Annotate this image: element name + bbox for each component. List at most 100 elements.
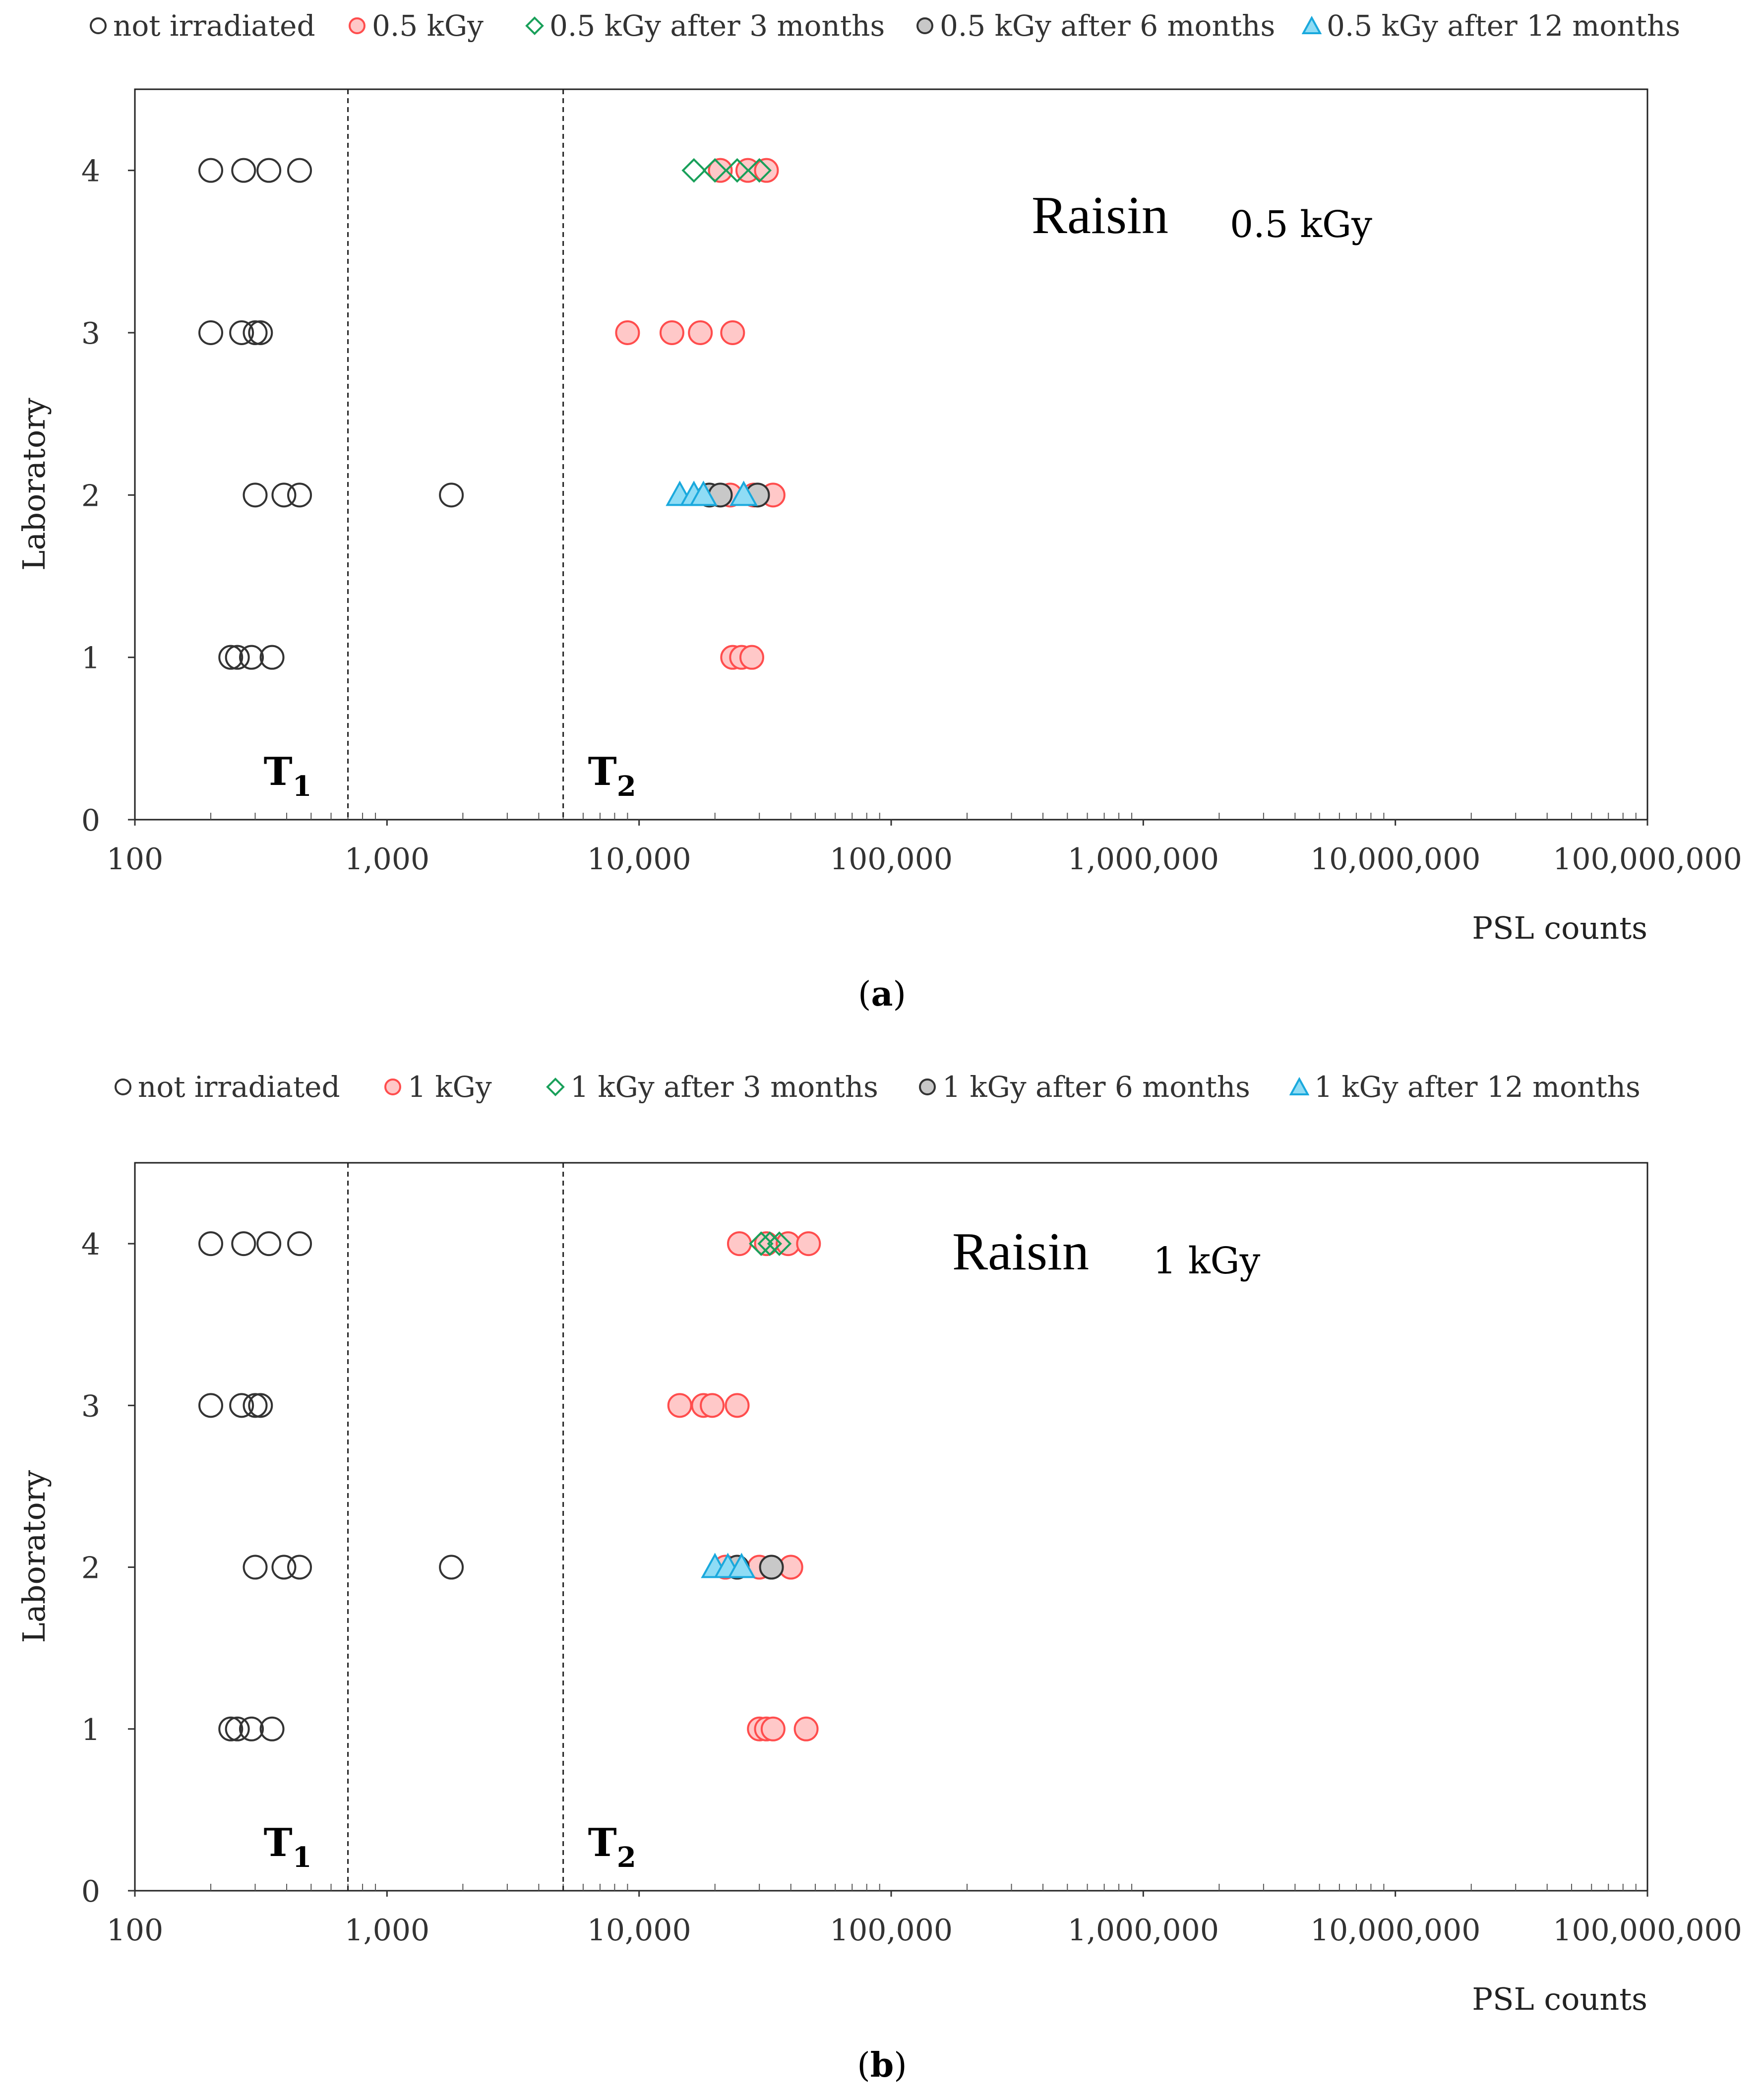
x-tick-label: 1,000,000 (1068, 1913, 1219, 1948)
legend-label: 1 kGy after 3 months (570, 1070, 878, 1104)
data-point (725, 1393, 750, 1418)
data-point (708, 158, 733, 183)
data-point (700, 1393, 725, 1418)
data-point (198, 1393, 224, 1418)
y-tick-label: 4 (81, 154, 100, 189)
x-tick-label: 100,000,000 (1553, 1913, 1742, 1948)
data-point (287, 1231, 312, 1257)
legend-item-6-months: 1 kGy after 6 months (917, 1070, 1250, 1104)
y-tick-label: 0 (81, 1874, 100, 1909)
open-circle-icon (90, 17, 107, 34)
x-tick-label: 1,000,000 (1068, 842, 1219, 877)
data-point (793, 1716, 819, 1741)
x-axis-title: PSL counts (1472, 1981, 1647, 2017)
legend-item-12-months: 1 kGy after 12 months (1289, 1070, 1641, 1104)
x-tick-label: 100,000,000 (1553, 842, 1742, 877)
data-point (759, 1555, 784, 1580)
data-point (248, 320, 273, 345)
series (681, 158, 772, 183)
plot-area (134, 1162, 1648, 1892)
data-point (287, 158, 312, 183)
legend-item-not-irradiated: not irradiated (88, 9, 315, 43)
blue-triangle-icon (1302, 16, 1322, 34)
legend-label: 0.5 kGy (372, 9, 484, 43)
chart-title: Raisin (1032, 186, 1168, 245)
data-point (231, 1231, 256, 1257)
threshold-subscript: 2 (617, 1841, 636, 1874)
legend-label: 1 kGy after 6 months (942, 1070, 1250, 1104)
chart-subtitle: 1 kGy (1153, 1240, 1261, 1282)
data-point (198, 158, 224, 183)
legend-item-not-irradiated: not irradiated (113, 1070, 340, 1104)
x-axis-title: PSL counts (1472, 910, 1647, 946)
threshold-subscript: 1 (293, 770, 312, 803)
threshold-label: T1 (264, 749, 312, 803)
data-point (725, 158, 750, 183)
data-point (688, 320, 713, 345)
gray-circle-icon (916, 17, 933, 34)
plot-area (134, 88, 1648, 821)
data-point (796, 1231, 821, 1257)
open-circle-icon (115, 1078, 131, 1095)
data-point (287, 482, 312, 508)
data-point (727, 1231, 752, 1257)
data-point (689, 480, 718, 506)
legend: not irradiated 0.5 kGy 0.5 kGy after 3 m… (0, 0, 1764, 60)
legend-item-dose: 0.5 kGy (347, 9, 484, 43)
legend-item-3-months: 1 kGy after 3 months (546, 1070, 878, 1104)
series (701, 1553, 756, 1578)
legend-label: 1 kGy (408, 1070, 492, 1104)
y-axis-title: Laboratory (16, 398, 52, 571)
threshold-label: T1 (264, 1820, 312, 1874)
y-axis: 0 1 2 3 4 (81, 1227, 135, 1909)
data-point (667, 1393, 692, 1418)
data-point (229, 1393, 254, 1418)
data-point (239, 645, 264, 670)
scatter-plot: 100 1,000 10,000 100,000 1,000,000 10,000,000… (16, 1162, 1742, 2017)
data-point (248, 1393, 273, 1418)
legend-label: 0.5 kGy after 6 months (940, 9, 1276, 43)
series (198, 1231, 464, 1741)
data-point (749, 1231, 774, 1256)
x-tick-label: 10,000,000 (1310, 1913, 1481, 1948)
data-point (702, 158, 728, 183)
red-circle-icon (349, 17, 365, 34)
data-point (259, 645, 285, 670)
data-point (198, 320, 224, 345)
legend-label: 1 kGy after 12 months (1314, 1070, 1641, 1104)
x-tick-label: 10,000 (587, 842, 691, 877)
y-tick-label: 2 (81, 479, 100, 513)
data-point (760, 1716, 786, 1741)
red-circle-icon (384, 1078, 401, 1095)
y-tick-label: 3 (81, 316, 100, 351)
data-point (243, 1393, 268, 1418)
data-point (681, 158, 707, 183)
x-tick-label: 100,000 (830, 1913, 953, 1948)
data-point (659, 320, 684, 345)
data-point (243, 1555, 268, 1580)
y-tick-label: 4 (81, 1227, 100, 1262)
x-tick-label: 1,000 (344, 842, 429, 877)
data-point (287, 1555, 312, 1580)
legend-item-dose: 1 kGy (383, 1070, 492, 1104)
y-tick-label: 2 (81, 1551, 100, 1586)
legend-label: not irradiated (113, 9, 315, 43)
legend-label: not irradiated (138, 1070, 340, 1104)
data-point (747, 158, 772, 183)
green-diamond-icon (525, 16, 544, 35)
legend-label: 0.5 kGy after 3 months (549, 9, 885, 43)
data-point (225, 645, 250, 670)
chart-subtitle: 0.5 kGy (1230, 203, 1372, 246)
data-point (198, 1231, 224, 1257)
data-point (271, 1555, 297, 1580)
legend-label: 0.5 kGy after 12 months (1327, 9, 1681, 43)
data-point (256, 158, 282, 183)
data-point (229, 320, 254, 345)
x-tick-label: 100,000 (830, 842, 953, 877)
data-point (243, 320, 268, 345)
y-tick-label: 3 (81, 1389, 100, 1424)
data-point (218, 645, 243, 670)
data-point (739, 645, 764, 670)
data-point (259, 1716, 285, 1741)
x-tick-label: 1,000 (344, 1913, 429, 1948)
